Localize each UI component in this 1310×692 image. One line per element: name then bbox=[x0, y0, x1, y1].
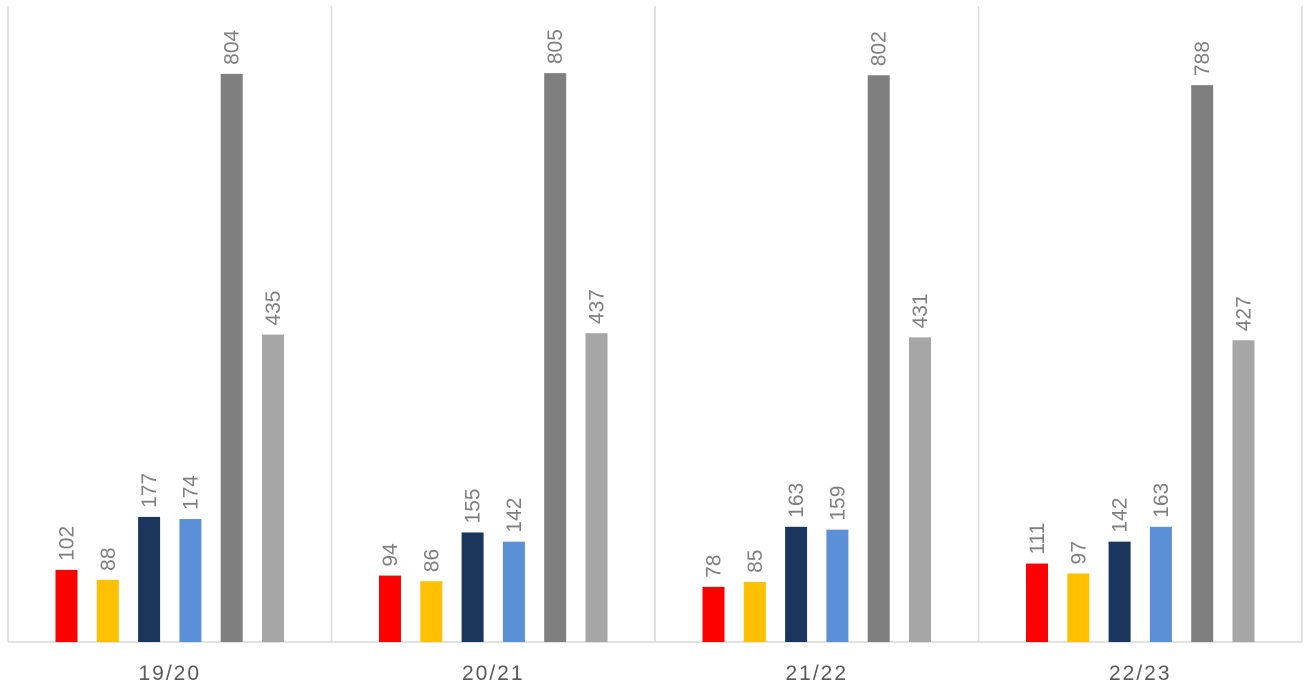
data-label: 163 bbox=[1150, 483, 1173, 518]
data-label: 163 bbox=[785, 483, 808, 518]
data-label: 431 bbox=[909, 293, 932, 328]
bar bbox=[1149, 526, 1172, 642]
bar bbox=[379, 575, 401, 642]
bar bbox=[138, 516, 161, 642]
data-label: 435 bbox=[262, 291, 285, 326]
data-label: 142 bbox=[503, 498, 526, 533]
bar bbox=[1232, 340, 1255, 642]
bar bbox=[179, 519, 202, 642]
data-label: 805 bbox=[544, 29, 567, 64]
data-label: 85 bbox=[744, 550, 767, 573]
bar bbox=[262, 334, 284, 642]
bar bbox=[702, 586, 725, 642]
data-label: 94 bbox=[379, 543, 402, 567]
data-label: 437 bbox=[586, 289, 609, 324]
data-label: 155 bbox=[462, 488, 485, 523]
data-label: 788 bbox=[1191, 41, 1214, 76]
data-labels-group: 102 88 177 174 804 435 94 86 155 142 805 437 78 85 163… bbox=[56, 29, 1256, 578]
bar bbox=[785, 526, 808, 642]
data-label: 804 bbox=[221, 29, 244, 64]
bar bbox=[1191, 85, 1214, 642]
data-label: 802 bbox=[868, 31, 891, 66]
bars-group bbox=[55, 73, 1255, 643]
bar bbox=[544, 73, 567, 643]
data-label: 97 bbox=[1067, 541, 1090, 564]
category-label: 22/23 bbox=[1109, 662, 1172, 685]
bar bbox=[96, 579, 119, 642]
data-label: 78 bbox=[703, 555, 726, 578]
bar bbox=[867, 75, 890, 642]
bar bbox=[220, 73, 243, 643]
bar bbox=[1108, 541, 1131, 642]
data-label: 174 bbox=[179, 475, 202, 510]
data-label: 142 bbox=[1109, 498, 1132, 533]
category-label: 21/22 bbox=[785, 662, 848, 685]
data-label: 111 bbox=[1026, 523, 1049, 555]
bar bbox=[461, 532, 484, 642]
bar bbox=[585, 333, 608, 642]
bar bbox=[1026, 563, 1048, 642]
data-label: 159 bbox=[826, 486, 849, 521]
data-label: 177 bbox=[138, 473, 161, 508]
bar bbox=[55, 569, 78, 642]
bar bbox=[1067, 573, 1090, 642]
data-label: 86 bbox=[420, 549, 443, 572]
bar bbox=[909, 337, 931, 642]
bar bbox=[743, 581, 766, 642]
bar bbox=[826, 529, 849, 642]
data-label: 427 bbox=[1233, 296, 1256, 331]
data-label: 102 bbox=[56, 526, 79, 561]
category-label: 20/21 bbox=[462, 662, 525, 685]
data-label: 88 bbox=[97, 547, 120, 570]
bar bbox=[420, 581, 443, 642]
category-separators bbox=[330, 6, 980, 642]
bar bbox=[502, 541, 525, 642]
category-labels-group: 19/20 20/21 21/22 22/23 bbox=[138, 662, 1172, 685]
category-label: 19/20 bbox=[138, 662, 201, 685]
